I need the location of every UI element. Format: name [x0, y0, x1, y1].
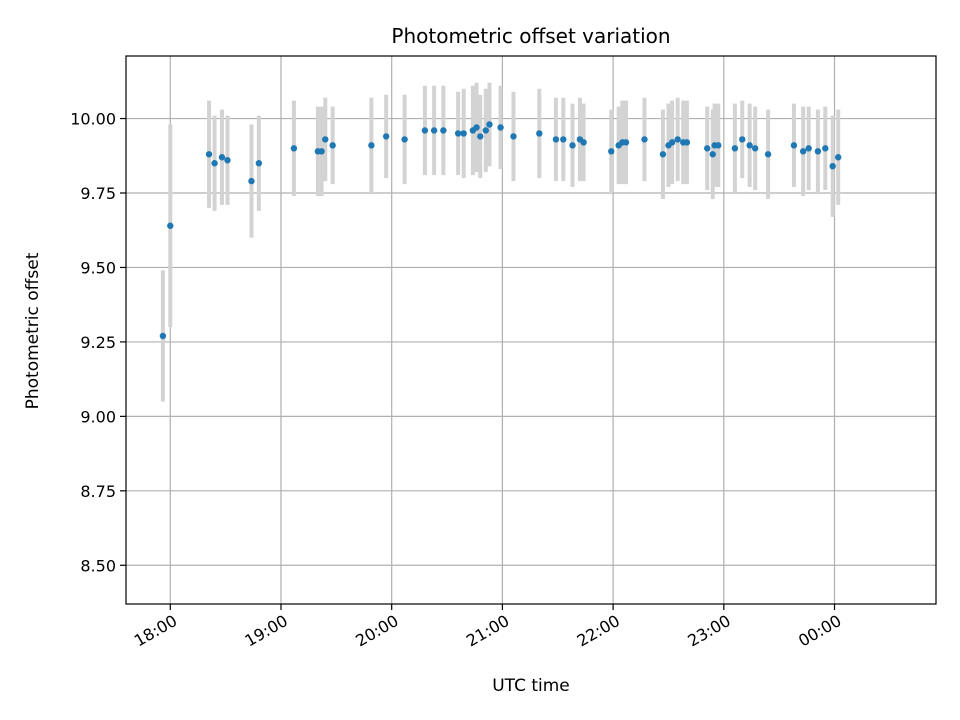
data-point	[477, 133, 484, 140]
data-point	[668, 139, 676, 146]
data-point	[814, 148, 822, 155]
y-tick-label: 9.25	[80, 333, 116, 352]
data-point	[683, 139, 691, 146]
data-point	[401, 136, 408, 143]
data-point	[751, 145, 759, 152]
data-point	[608, 148, 615, 155]
data-point	[248, 177, 255, 185]
data-point	[536, 130, 543, 137]
data-point	[569, 142, 576, 149]
data-point	[382, 133, 390, 140]
data-point	[704, 145, 711, 152]
data-point	[255, 160, 263, 167]
y-tick-label: 9.50	[80, 258, 116, 277]
data-point	[659, 151, 667, 158]
y-tick-label: 10.00	[70, 110, 116, 129]
data-point	[421, 127, 429, 134]
data-point	[510, 133, 517, 140]
data-point	[709, 151, 716, 158]
data-point	[322, 136, 329, 143]
data-point	[290, 145, 298, 152]
data-point	[580, 139, 587, 146]
data-point	[482, 127, 489, 134]
data-point	[622, 139, 630, 146]
y-tick-label: 8.50	[80, 556, 116, 575]
data-point	[799, 148, 807, 155]
y-tick-label: 8.75	[80, 482, 116, 501]
data-point	[224, 157, 231, 164]
data-point	[835, 154, 842, 161]
data-point	[440, 127, 447, 134]
data-point	[822, 145, 829, 152]
data-point	[473, 124, 480, 131]
plot-frame	[125, 55, 937, 605]
data-point	[497, 124, 504, 131]
data-point	[641, 136, 648, 143]
data-point	[829, 162, 836, 170]
data-point	[805, 145, 812, 152]
y-tick-label: 9.75	[80, 184, 116, 203]
data-point	[211, 160, 218, 167]
data-point	[560, 136, 567, 143]
data-point	[430, 127, 438, 134]
data-point	[368, 142, 375, 149]
data-point	[167, 222, 174, 229]
data-point	[739, 136, 746, 143]
data-point	[674, 136, 681, 143]
data-point	[731, 145, 739, 152]
data-point	[205, 151, 213, 158]
data-point	[486, 121, 493, 128]
y-tick-label: 9.00	[80, 407, 116, 426]
data-point	[764, 151, 772, 158]
data-point	[329, 142, 336, 149]
data-point	[552, 136, 560, 143]
data-point	[159, 332, 167, 340]
data-point	[746, 142, 753, 149]
data-point	[790, 142, 798, 149]
y-axis-label: Photometric offset	[23, 252, 43, 409]
data-point	[715, 142, 722, 149]
data-point	[318, 148, 325, 155]
plot-area: 18:00 19:00 20:00 21:00 22:00 23:00 00:008.508…	[70, 55, 937, 651]
data-point	[454, 130, 462, 137]
data-point	[460, 130, 467, 137]
chart-title: Photometric offset variation	[391, 24, 670, 48]
x-axis-label: UTC time	[492, 676, 570, 696]
data-point	[218, 154, 226, 161]
